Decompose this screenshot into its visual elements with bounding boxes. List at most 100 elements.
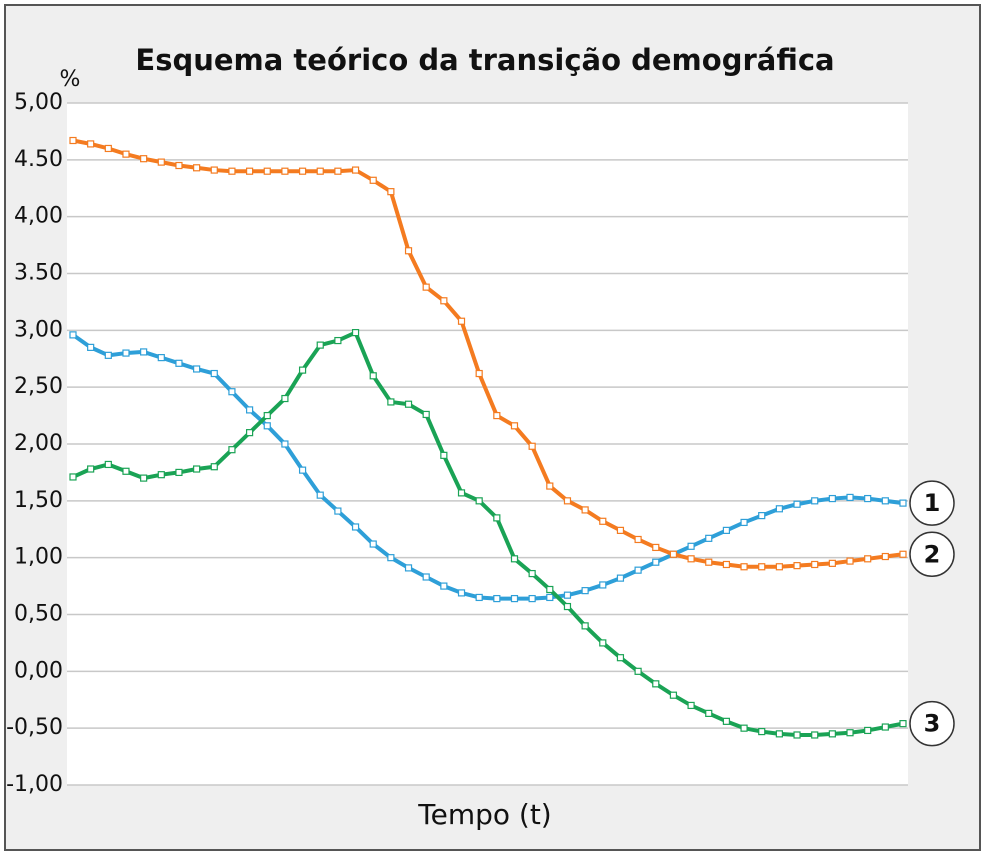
- point-marker: [175, 359, 183, 367]
- point-marker: [828, 494, 836, 503]
- point-marker: [528, 442, 536, 450]
- point-marker: [652, 680, 660, 688]
- point-marker: [705, 534, 713, 542]
- point-marker: [193, 365, 201, 373]
- y-axis-label: %: [60, 67, 81, 92]
- point-marker: [687, 701, 695, 710]
- point-marker: [881, 552, 889, 561]
- point-marker: [652, 543, 660, 552]
- point-marker: [140, 348, 148, 356]
- point-marker: [316, 491, 324, 499]
- point-marker: [440, 297, 448, 305]
- series-label-circle: [909, 700, 955, 747]
- point-marker: [69, 136, 77, 145]
- point-marker: [864, 555, 872, 563]
- point-marker: [722, 717, 731, 725]
- point-marker: [87, 140, 95, 148]
- point-marker: [334, 507, 342, 515]
- point-marker: [669, 691, 678, 699]
- point-marker: [616, 526, 625, 534]
- point-marker: [404, 564, 413, 572]
- point-marker: [581, 587, 589, 595]
- point-marker: [758, 563, 766, 571]
- point-marker: [369, 540, 377, 548]
- point-marker: [563, 602, 572, 611]
- point-marker: [210, 369, 218, 378]
- point-marker: [228, 446, 236, 454]
- y-tick-label: 5,00: [14, 90, 63, 115]
- point-marker: [510, 422, 519, 430]
- point-marker: [475, 497, 483, 505]
- point-marker: [652, 558, 660, 566]
- y-tick-label: 2,50: [14, 374, 63, 399]
- y-tick-label: 2,00: [14, 431, 63, 456]
- point-marker: [687, 555, 695, 563]
- point-marker: [846, 557, 854, 565]
- point-marker: [351, 329, 360, 337]
- point-marker: [599, 517, 607, 525]
- point-marker: [422, 410, 430, 419]
- point-marker: [599, 581, 607, 589]
- point-marker: [104, 144, 112, 153]
- point-marker: [811, 560, 819, 569]
- point-marker: [546, 593, 554, 602]
- point-marker: [775, 730, 783, 738]
- point-marker: [563, 591, 572, 599]
- point-marker: [316, 167, 324, 175]
- point-marker: [864, 494, 872, 503]
- y-tick-label: 0,00: [14, 658, 63, 683]
- point-marker: [546, 585, 554, 594]
- point-marker: [528, 594, 536, 603]
- point-marker: [775, 505, 783, 513]
- point-marker: [122, 150, 130, 158]
- y-tick-label: 3.50: [14, 261, 63, 286]
- y-tick-label: 0,50: [14, 602, 63, 627]
- series-label-circle: [909, 531, 955, 578]
- point-marker: [475, 369, 483, 378]
- point-marker: [210, 166, 218, 174]
- point-marker: [404, 247, 413, 255]
- point-marker: [193, 465, 201, 473]
- point-marker: [69, 473, 77, 481]
- point-marker: [758, 727, 766, 736]
- point-marker: [493, 411, 501, 420]
- point-marker: [457, 489, 466, 497]
- point-marker: [245, 429, 254, 437]
- point-marker: [634, 535, 642, 544]
- point-marker: [881, 497, 889, 505]
- point-marker: [263, 411, 271, 420]
- point-marker: [828, 730, 836, 738]
- point-marker: [846, 729, 854, 737]
- point-marker: [740, 724, 748, 732]
- point-marker: [669, 550, 678, 558]
- point-marker: [228, 388, 236, 396]
- point-marker: [228, 167, 236, 175]
- point-marker: [581, 506, 589, 514]
- point-marker: [775, 563, 783, 571]
- point-marker: [475, 593, 483, 602]
- y-tick-label: -0,50: [6, 715, 63, 740]
- point-marker: [899, 550, 907, 558]
- series-label: 1: [924, 489, 941, 517]
- point-marker: [351, 166, 360, 174]
- point-marker: [387, 554, 395, 562]
- point-marker: [740, 563, 748, 571]
- point-marker: [616, 654, 625, 662]
- point-marker: [281, 167, 289, 175]
- point-marker: [705, 709, 713, 717]
- point-marker: [422, 283, 430, 291]
- y-tick-label: 4.50: [14, 147, 63, 172]
- point-marker: [811, 731, 819, 739]
- point-marker: [369, 176, 377, 184]
- y-tick-label: -1,00: [6, 772, 63, 797]
- point-marker: [263, 422, 271, 430]
- point-marker: [245, 406, 254, 414]
- y-tick-label: 1,50: [14, 488, 63, 513]
- point-marker: [281, 394, 289, 403]
- point-marker: [193, 164, 201, 172]
- point-marker: [705, 558, 713, 566]
- point-marker: [493, 594, 501, 603]
- point-marker: [546, 482, 554, 490]
- chart-title: Esquema teórico da transição demográfica: [135, 43, 834, 77]
